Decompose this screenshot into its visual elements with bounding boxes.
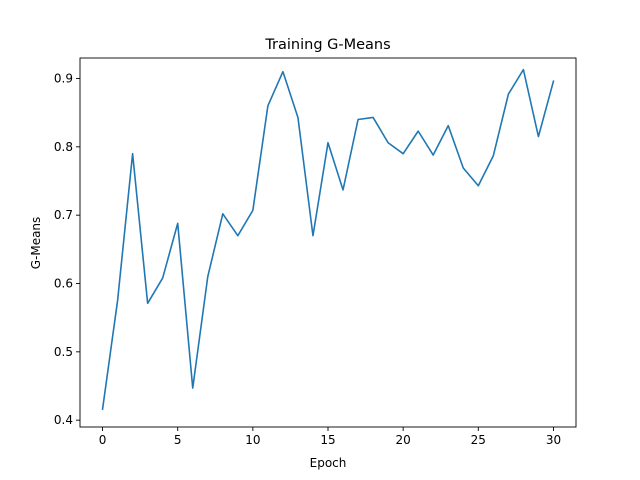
y-tick-label: 0.5 <box>54 345 73 359</box>
y-tick-label: 0.4 <box>54 413 73 427</box>
y-axis-label: G-Means <box>29 217 43 270</box>
series-line-0 <box>101 68 555 411</box>
y-tick-label: 0.8 <box>54 140 73 154</box>
plot-area <box>101 68 555 411</box>
y-tick-label: 0.6 <box>54 277 73 291</box>
x-tick-label: 25 <box>471 433 486 447</box>
y-tick-label: 0.9 <box>54 72 73 86</box>
x-tick-label: 0 <box>99 433 107 447</box>
chart-title: Training G-Means <box>264 37 390 53</box>
x-tick-label: 10 <box>245 433 260 447</box>
x-tick-label: 5 <box>174 433 182 447</box>
x-tick-label: 20 <box>396 433 411 447</box>
axes: 0 5 10 15 20 25 30 0.4 0.5 0.6 0.7 0.8 0.9 <box>54 57 577 447</box>
x-tick-label: 30 <box>546 433 561 447</box>
y-tick-label: 0.7 <box>54 208 73 222</box>
x-tick-label: 15 <box>320 433 335 447</box>
x-axis-label: Epoch <box>310 456 347 470</box>
